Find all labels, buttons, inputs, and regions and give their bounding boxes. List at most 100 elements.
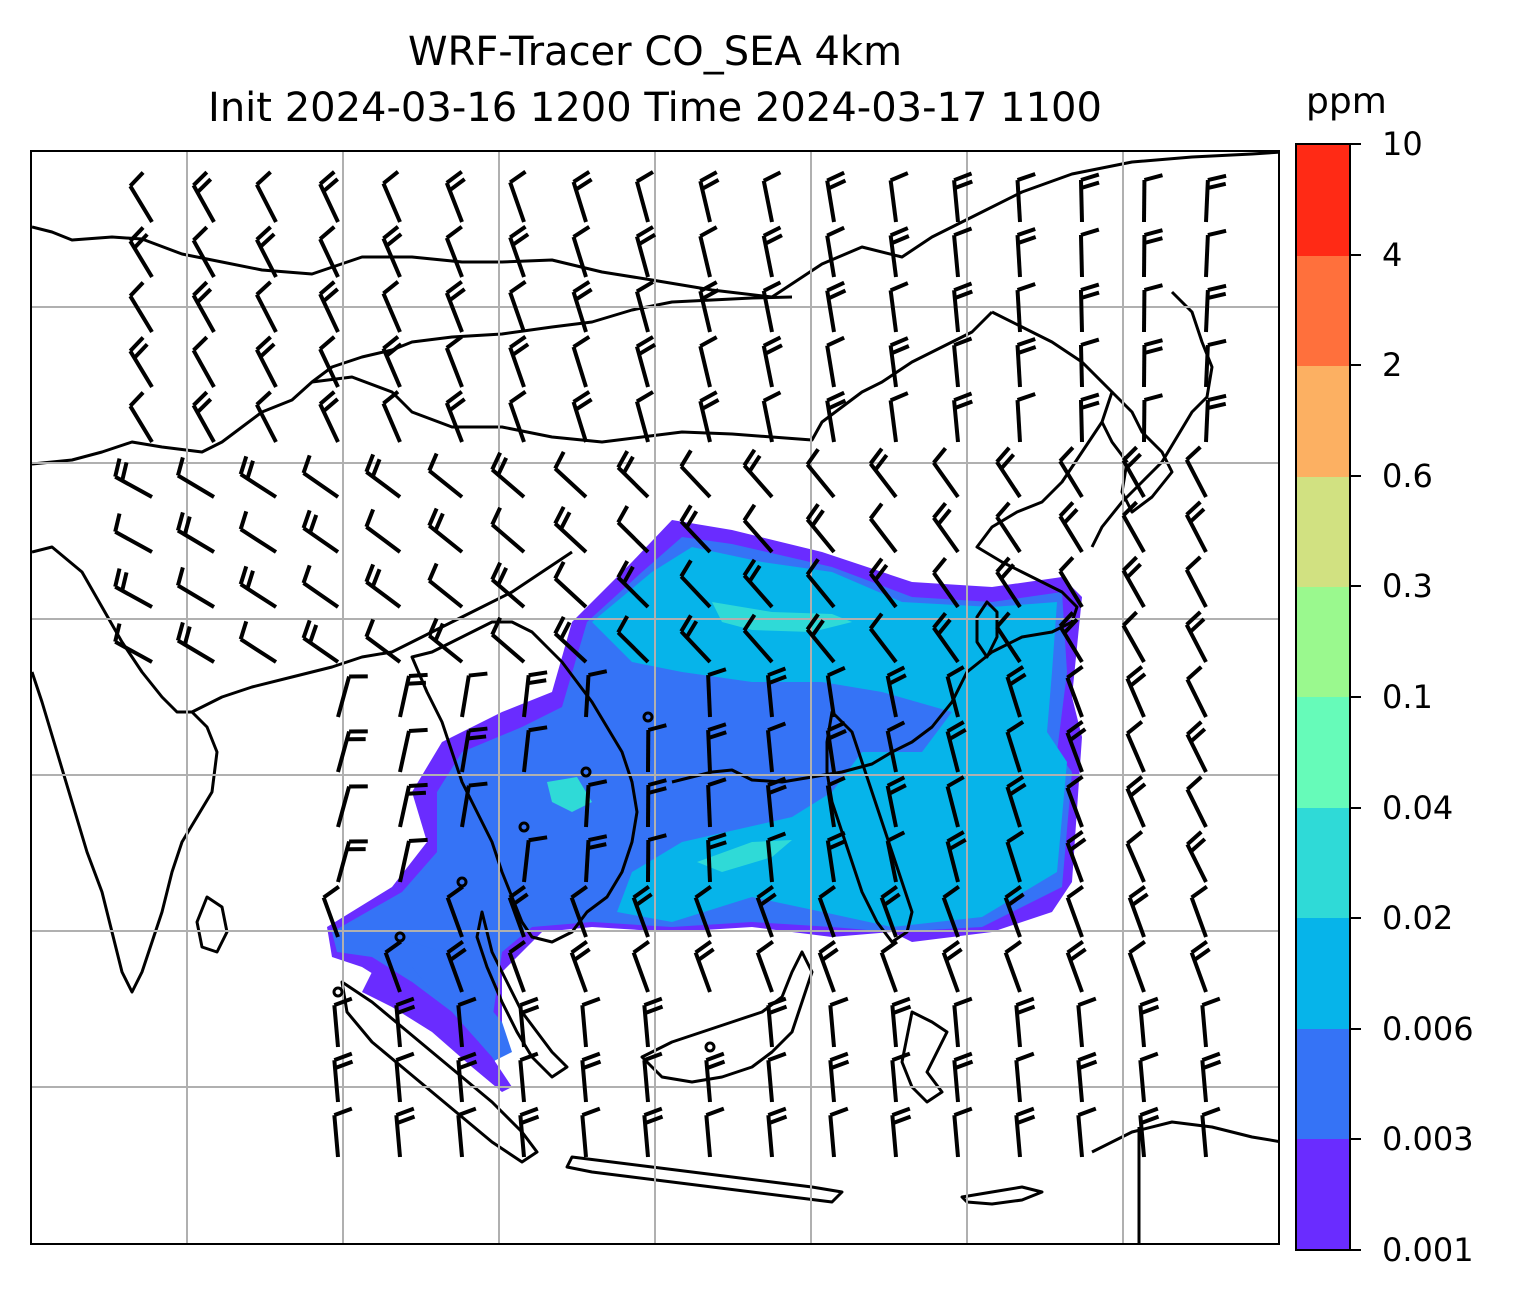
wind-barb-shaft <box>128 295 154 334</box>
wind-barb-flag <box>572 280 591 294</box>
wind-barb-shaft <box>1058 460 1084 499</box>
wind-barb-flag <box>638 342 657 356</box>
wind-barb-shaft <box>634 180 650 223</box>
wind-barb-flag <box>128 281 145 298</box>
java <box>565 1155 844 1204</box>
wind-barb-flag <box>1069 947 1087 962</box>
wind-barb-shaft <box>766 1059 774 1103</box>
wind-barb-shaft <box>507 951 526 993</box>
wind-barb-flag <box>301 454 312 474</box>
wind-barb-shaft <box>679 465 712 499</box>
wind-barb-shaft <box>706 784 712 828</box>
wind-barb-flag <box>995 611 1011 629</box>
wind-barb-flag <box>384 940 403 955</box>
wind-barb-shaft <box>952 234 960 278</box>
wind-barb-flag <box>1080 172 1100 182</box>
wind-barb-shaft <box>255 403 278 443</box>
wind-barb-flag <box>582 1059 602 1071</box>
wind-barb-flag <box>457 1106 477 1118</box>
wind-barb-flag <box>407 680 427 686</box>
wind-barb-flag <box>638 232 657 246</box>
wind-barb-shaft <box>191 349 216 388</box>
wind-barb-flag <box>1125 562 1142 579</box>
wind-barb-flag <box>1080 400 1100 410</box>
colorbar-segment <box>1297 697 1349 808</box>
wind-barb-shaft <box>828 1114 836 1158</box>
wind-barb-flag <box>873 453 889 472</box>
wind-barb-shaft <box>191 239 216 278</box>
wind-barb-flag <box>322 885 341 900</box>
wind-barb-flag <box>496 567 509 586</box>
wind-barb-shaft <box>571 236 588 278</box>
wind-barb-flag <box>433 622 445 642</box>
wind-barb-shaft <box>890 1059 898 1103</box>
wind-barb-flag <box>1080 227 1100 237</box>
wind-barb-flag <box>448 177 466 192</box>
wind-barb-flag <box>511 892 529 907</box>
calm-wind-circle <box>518 821 530 833</box>
wind-barb-shaft <box>1015 399 1022 443</box>
wind-barb-shaft <box>584 674 591 718</box>
wind-barb-shaft <box>945 785 960 828</box>
wind-barb-flag <box>644 1114 664 1126</box>
wind-barb-flag <box>1016 392 1036 402</box>
wind-barb-shaft <box>427 469 464 499</box>
wind-barb-flag <box>707 722 727 732</box>
wind-barb-shaft <box>698 235 712 278</box>
wind-barb-flag <box>508 885 527 900</box>
wind-barb-flag <box>427 562 439 582</box>
wind-barb-shaft <box>522 730 531 773</box>
wind-barb-flag <box>767 776 787 788</box>
wind-barb-flag <box>527 678 547 686</box>
wind-barb-shaft <box>1127 951 1146 993</box>
wind-barb-flag <box>1066 940 1085 955</box>
wind-barb-flag <box>427 507 439 527</box>
wind-barb-flag <box>520 1004 540 1016</box>
wind-barb-shaft <box>239 527 278 554</box>
wind-barb-shaft <box>952 344 960 388</box>
wind-barb-flag <box>890 344 910 356</box>
wind-barbs <box>113 170 1227 1158</box>
wind-barb-flag <box>644 1004 664 1016</box>
wind-barb-flag <box>468 726 488 733</box>
wind-barb-flag <box>699 170 718 183</box>
wind-barb-shaft <box>580 1114 588 1158</box>
wind-barb-shaft <box>932 571 960 609</box>
wind-barb-shaft <box>616 521 650 554</box>
wind-barb-flag <box>1068 837 1087 852</box>
wind-barb-flag <box>706 1059 726 1071</box>
wind-barb-flag <box>396 1004 416 1016</box>
wind-barb-flag <box>1121 500 1139 517</box>
wind-barb-flag <box>995 446 1011 464</box>
wind-barb-flag <box>1140 1114 1160 1126</box>
wind-barb-flag <box>1201 996 1221 1008</box>
wind-barb-flag <box>333 1051 353 1063</box>
wind-barb-flag <box>1143 338 1163 347</box>
wind-barb-flag <box>946 775 965 789</box>
wind-barb-shaft <box>176 583 216 609</box>
wind-barb-flag <box>238 510 249 530</box>
wind-barb-flag <box>679 449 693 468</box>
wind-barb-flag <box>679 614 693 633</box>
wind-barb-flag <box>192 225 209 242</box>
wind-barb-flag <box>1121 445 1139 462</box>
wind-barb-flag <box>509 335 527 349</box>
chart-title-line1: WRF-Tracer CO_SEA 4km <box>407 29 903 75</box>
wind-barb-flag <box>953 1051 973 1063</box>
wind-barb-flag <box>370 568 382 588</box>
wind-barb-flag <box>364 508 375 528</box>
wind-barb-flag <box>889 171 909 183</box>
wind-barb-flag <box>694 885 713 900</box>
wind-barb-shaft <box>1138 1059 1146 1103</box>
wind-barb-flag <box>528 725 548 733</box>
wind-barb-flag <box>511 232 530 247</box>
sumatra <box>340 980 539 1164</box>
wind-barb-flag <box>888 673 907 686</box>
wind-barb-shaft <box>1076 1114 1084 1158</box>
wind-barb-flag <box>446 940 465 955</box>
wind-barb-flag <box>196 177 213 194</box>
wind-barb-flag <box>385 232 403 248</box>
wind-barb-flag <box>768 1004 788 1016</box>
wind-barb-flag <box>679 504 693 523</box>
wind-barb-flag <box>396 1114 416 1126</box>
